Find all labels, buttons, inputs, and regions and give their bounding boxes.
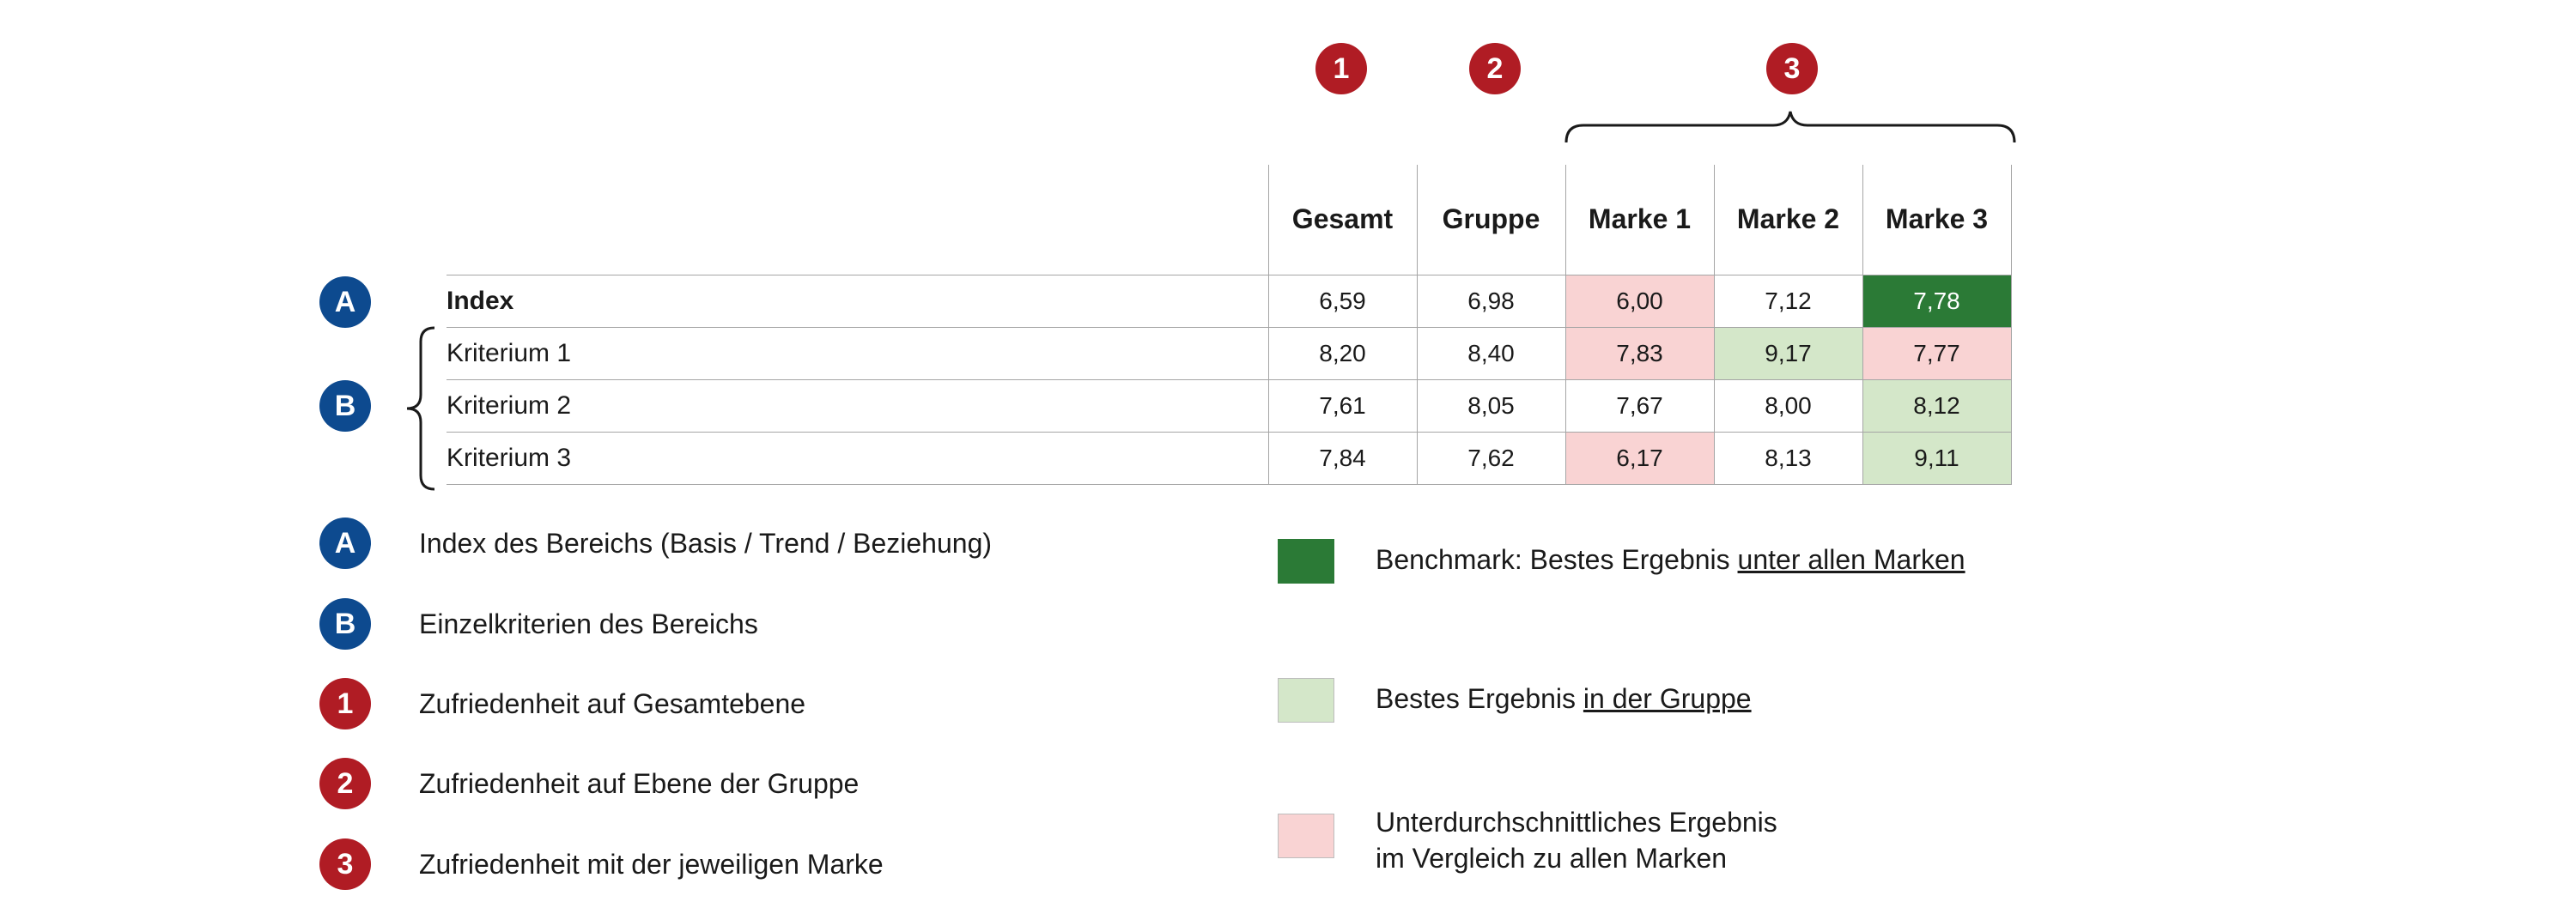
table-cell: 7,67	[1564, 378, 1715, 433]
table-cell: 9,17	[1713, 326, 1863, 380]
header-gesamt: Gesamt	[1267, 165, 1418, 275]
table-cell: 9,11	[1862, 431, 2012, 485]
benchmark-legend-prefix: Benchmark: Bestes Ergebnis	[1376, 544, 1738, 575]
group-best-legend-text: Bestes Ergebnis in der Gruppe	[1376, 683, 1752, 715]
table-cell: 7,62	[1416, 431, 1566, 485]
legend-marker-3: 3	[319, 838, 371, 890]
table-cell: 8,40	[1416, 326, 1566, 380]
header-marke-3: Marke 3	[1862, 165, 2012, 275]
header-marke-1: Marke 1	[1564, 165, 1715, 275]
table-cell: 7,83	[1564, 326, 1715, 380]
marker-3-badge: 3	[1766, 43, 1818, 94]
below-average-swatch	[1278, 814, 1334, 858]
row-label: Kriterium 1	[447, 326, 1269, 380]
table-cell: 6,98	[1416, 274, 1566, 328]
group-best-legend-prefix: Bestes Ergebnis	[1376, 683, 1583, 714]
benchmark-swatch	[1278, 539, 1334, 584]
results-table: Gesamt Gruppe Marke 1 Marke 2 Marke 3 In…	[447, 165, 2012, 485]
header-gruppe: Gruppe	[1416, 165, 1566, 275]
legend-text-1: Zufriedenheit auf Gesamtebene	[419, 688, 806, 719]
table-row-kriterium-2: Kriterium 2 7,61 8,05 7,67 8,00 8,12	[447, 378, 2012, 433]
table-row-kriterium-3: Kriterium 3 7,84 7,62 6,17 8,13 9,11	[447, 431, 2012, 485]
marker-1-badge: 1	[1315, 43, 1367, 94]
table-cell: 8,20	[1267, 326, 1418, 380]
table-cell: 8,05	[1416, 378, 1566, 433]
table-row-index: Index 6,59 6,98 6,00 7,12 7,78	[447, 274, 2012, 328]
header-row: Gesamt Gruppe Marke 1 Marke 2 Marke 3	[447, 165, 2012, 275]
table-cell: 6,00	[1564, 274, 1715, 328]
legend-marker-b: B	[319, 598, 371, 650]
table-cell: 8,00	[1713, 378, 1863, 433]
table-cell: 8,13	[1713, 431, 1863, 485]
header-marke-2: Marke 2	[1713, 165, 1863, 275]
table-cell: 8,12	[1862, 378, 2012, 433]
table-cell: 6,17	[1564, 431, 1715, 485]
row-label: Index	[447, 274, 1269, 328]
legend-marker-2: 2	[319, 758, 371, 809]
legend-text-a: Index des Bereichs (Basis / Trend / Bezi…	[419, 528, 993, 559]
marker-2-badge: 2	[1469, 43, 1521, 94]
table-row-kriterium-1: Kriterium 1 8,20 8,40 7,83 9,17 7,77	[447, 326, 2012, 380]
group-best-legend-underlined: in der Gruppe	[1583, 683, 1752, 714]
criteria-brace	[406, 326, 435, 491]
row-label: Kriterium 2	[447, 378, 1269, 433]
table-cell: 7,78	[1862, 274, 2012, 328]
benchmark-legend-text: Benchmark: Bestes Ergebnis unter allen M…	[1376, 544, 1965, 576]
row-label: Kriterium 3	[447, 431, 1269, 485]
table-cell: 6,59	[1267, 274, 1418, 328]
table-cell: 7,77	[1862, 326, 2012, 380]
marker-a-badge: A	[319, 276, 371, 328]
legend-marker-1: 1	[319, 678, 371, 729]
below-average-legend-line-2: im Vergleich zu allen Marken	[1376, 843, 1728, 874]
below-average-legend-line-1: Unterdurchschnittliches Ergebnis	[1376, 807, 1777, 838]
group-best-swatch	[1278, 678, 1334, 723]
benchmark-legend-underlined: unter allen Marken	[1737, 544, 1965, 575]
legend-text-3: Zufriedenheit mit der jeweiligen Marke	[419, 849, 884, 880]
header-empty-cell	[447, 165, 1268, 275]
table-cell: 7,84	[1267, 431, 1418, 485]
table-cell: 7,12	[1713, 274, 1863, 328]
brand-group-brace	[1564, 111, 2016, 143]
marker-b-badge: B	[319, 380, 371, 432]
legend-marker-a: A	[319, 518, 371, 569]
legend-text-b: Einzelkriterien des Bereichs	[419, 608, 758, 639]
table-cell: 7,61	[1267, 378, 1418, 433]
legend-text-2: Zufriedenheit auf Ebene der Gruppe	[419, 768, 860, 799]
